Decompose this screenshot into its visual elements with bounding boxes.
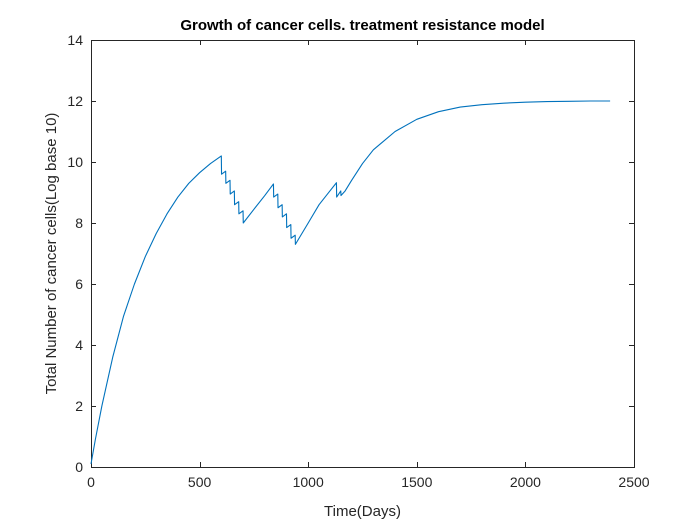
x-tick-label: 500	[188, 474, 212, 490]
y-tick-label: 6	[75, 276, 83, 292]
x-tick-label: 0	[87, 474, 95, 490]
y-tick-label: 8	[75, 215, 83, 231]
x-tick-label: 2500	[618, 474, 649, 490]
y-tick-label: 2	[75, 398, 83, 414]
x-tick-label: 1500	[401, 474, 432, 490]
y-tick-label: 12	[67, 93, 83, 109]
y-tick-label: 4	[75, 337, 83, 353]
plot-area: 0 500 1000 1500 2000 2500 0 2 4 6 8 10 12 14	[67, 32, 649, 490]
y-tick-label: 14	[67, 32, 83, 48]
x-tick-label: 2000	[510, 474, 541, 490]
x-axis-label: Time(Days)	[324, 503, 401, 520]
x-tick-label: 1000	[293, 474, 324, 490]
series-line	[90, 100, 611, 465]
plot-frame	[91, 40, 635, 468]
y-tick-label: 0	[75, 459, 83, 475]
y-tick-label: 10	[67, 154, 83, 170]
chart-title: Growth of cancer cells. treatment resist…	[180, 17, 544, 34]
y-axis-label: Total Number of cancer cells(Log base 10…	[43, 113, 60, 395]
